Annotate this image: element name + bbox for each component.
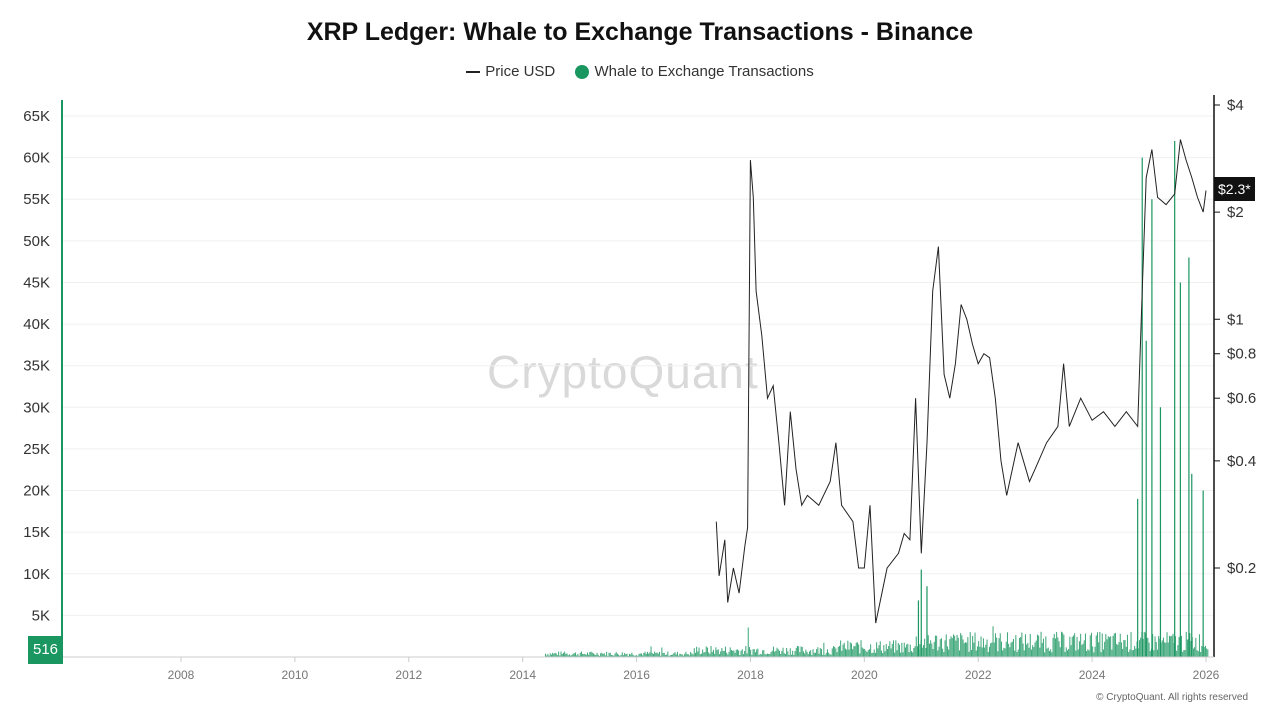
x-tick-label: 2010 [282,668,309,682]
left-tick-label: 30K [23,399,50,416]
legend-item-price[interactable]: Price USD [466,63,555,80]
right-tick-label: $1 [1227,311,1244,328]
left-tick-label: 15K [23,524,50,541]
x-tick-label: 2014 [509,668,536,682]
left-tick-label: 60K [23,150,50,167]
x-tick-label: 2016 [623,668,650,682]
x-axis-ticks: 2008 2010 2012 2014 2016 2018 2020 2022 2024 2026 [168,657,1220,682]
right-tick-label: $4 [1227,97,1244,114]
price-line [715,139,1207,624]
x-tick-label: 2012 [395,668,422,682]
x-tick-label: 2008 [168,668,195,682]
whale-bars [544,140,1209,657]
left-axis-min-badge: 516 [28,636,63,664]
chart-title: XRP Ledger: Whale to Exchange Transactio… [306,18,974,46]
current-price-badge: $2.3* [1214,177,1255,201]
legend-item-whale[interactable]: Whale to Exchange Transactions [575,62,814,80]
left-tick-label: 50K [23,233,50,250]
copyright-text: © CryptoQuant. All rights reserved [1096,692,1248,703]
left-tick-label: 5K [32,607,50,624]
right-tick-label: $0.8 [1227,346,1256,363]
left-tick-label: 20K [23,483,50,500]
x-tick-label: 2018 [737,668,764,682]
chart-legend: Price USD Whale to Exchange Transactions [0,62,1280,80]
gridlines [62,115,1214,616]
x-tick-label: 2026 [1193,668,1220,682]
left-tick-label: 55K [23,191,50,208]
right-tick-label: $0.4 [1227,453,1256,470]
left-tick-label: 10K [23,566,50,583]
watermark: CryptoQuant [487,346,759,398]
left-tick-label: 45K [23,274,50,291]
x-tick-label: 2020 [851,668,878,682]
left-tick-label: 65K [23,108,50,125]
whale-dot-icon [575,64,590,79]
right-tick-label: $0.2 [1227,560,1256,577]
x-tick-label: 2022 [965,668,992,682]
x-tick-label: 2024 [1079,668,1106,682]
legend-label-whale: Whale to Exchange Transactions [594,62,814,80]
right-axis-ticks: $4 $2 $1 $0.8 $0.6 $0.4 $0.2 [1214,97,1256,577]
left-tick-label: 35K [23,358,50,375]
legend-label-price: Price USD [485,62,556,80]
left-tick-label: 25K [23,441,50,458]
left-axis-ticks: 65K 60K 55K 50K 45K 40K 35K 30K 25K 20K 15K 10K 5K [23,108,50,624]
right-tick-label: $0.6 [1227,390,1256,407]
left-tick-label: 40K [23,316,50,333]
price-line-icon [466,70,481,73]
right-tick-label: $2 [1227,204,1244,221]
